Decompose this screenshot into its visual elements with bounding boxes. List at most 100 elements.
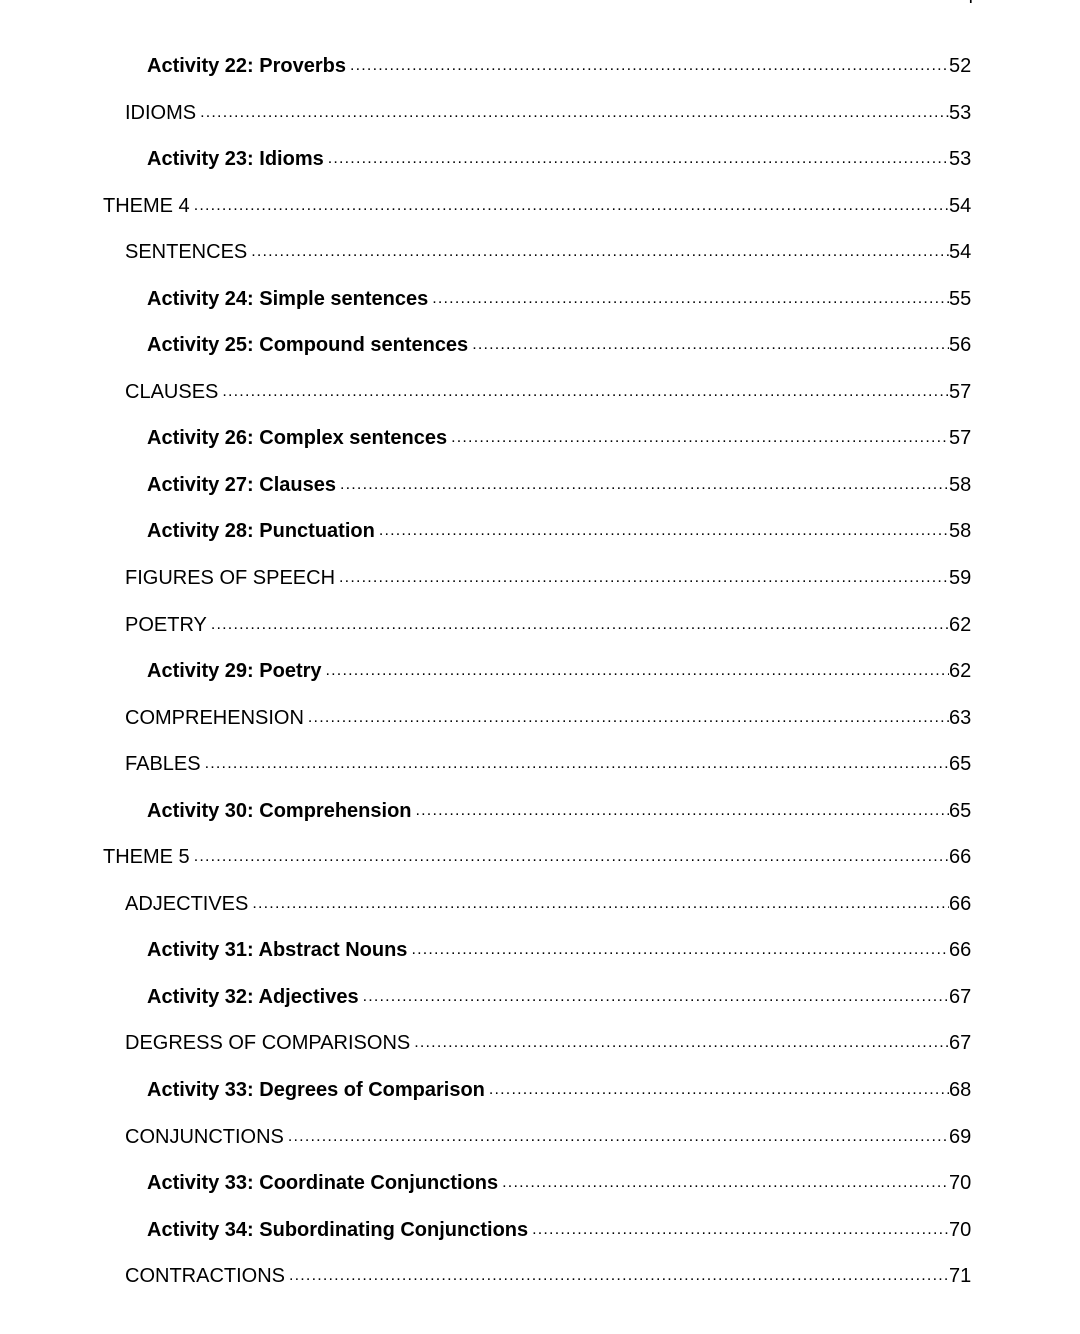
dot-leader: ........................................… <box>532 1220 949 1238</box>
toc-entry[interactable]: CONJUNCTIONS............................… <box>0 1113 975 1161</box>
toc-entry-title: CLAUSES <box>125 368 223 416</box>
dot-leader: ........................................… <box>502 1174 949 1192</box>
toc-entry-title: THEME 4 <box>103 182 194 230</box>
toc-entry[interactable]: Activity 22: Proverbs...................… <box>0 43 975 90</box>
toc-entry-title: CONTRACTIONS <box>125 1253 289 1300</box>
toc-entry-page: 63 <box>949 706 972 729</box>
toc-entry[interactable]: FIGURES OF SPEECH.......................… <box>0 555 975 602</box>
dot-leader: ........................................… <box>415 801 949 819</box>
toc-entry-title: Activity 33: Coordinate Conjunctions <box>147 1160 503 1207</box>
dot-leader: ........................................… <box>200 103 949 121</box>
toc-entry-page: 52 <box>949 55 972 77</box>
toc-entry-title: FABLES <box>125 741 205 788</box>
toc-entry[interactable]: Activity 33: Coordinate Conjunctions....… <box>0 1160 975 1207</box>
dot-leader: ........................................… <box>378 522 949 540</box>
toc-entry[interactable]: Activity 23: Idioms.....................… <box>0 136 975 183</box>
toc-entry[interactable]: FABLES..................................… <box>0 741 975 788</box>
toc-entry[interactable]: THEME 4.................................… <box>0 182 975 230</box>
toc-entry[interactable]: SENTENCES...............................… <box>0 229 975 276</box>
toc-entry-page: 56 <box>949 334 972 357</box>
toc-entry-page: 53 <box>949 148 972 171</box>
dot-leader: ........................................… <box>451 429 949 447</box>
toc-entry-title: Activity 26: Complex sentences <box>147 415 452 462</box>
toc-entry-page: 66 <box>949 846 972 869</box>
toc-entry-title: IDIOMS <box>125 89 201 137</box>
dot-leader: ........................................… <box>289 1267 949 1285</box>
toc-entry[interactable]: Activity 26: Complex sentences..........… <box>0 415 975 462</box>
toc-entry-page: 65 <box>949 753 972 776</box>
toc-entry-title: FIGURES OF SPEECH <box>125 555 340 602</box>
dot-leader: ........................................… <box>204 755 949 773</box>
toc-entry[interactable]: CONTRACTIONS............................… <box>0 1253 975 1300</box>
toc-entry-title: Activity 23: Idioms <box>147 136 328 183</box>
toc-entry-page: 54 <box>949 241 972 264</box>
toc-entry-title: Activity 25: Compound sentences <box>147 322 473 369</box>
toc-entry-title: Activity 22: Proverbs <box>147 43 350 90</box>
toc-entry[interactable]: DEGRESS OF COMPARISONS..................… <box>0 1020 975 1068</box>
toc-entry-title: THEME 5 <box>103 834 194 881</box>
toc-entry-page: 67 <box>949 1032 972 1055</box>
dot-leader: ........................................… <box>414 1034 949 1052</box>
toc-entry-page: 71 <box>949 1265 972 1288</box>
dot-leader: ........................................… <box>327 150 949 168</box>
toc-entry-title: Activity 28: Punctuation <box>147 508 379 556</box>
toc-entry-page: 58 <box>949 520 972 543</box>
dot-leader: ........................................… <box>339 475 949 493</box>
toc-entry[interactable]: Activity 30: Comprehension..............… <box>0 787 975 835</box>
toc-entry[interactable]: Activity 28: Punctuation................… <box>0 508 975 556</box>
toc-entry[interactable]: Activity 24: Simple sentences...........… <box>0 275 975 323</box>
toc-entry[interactable]: COMPREHENSION...........................… <box>0 694 975 742</box>
toc-entry[interactable]: Activity 31: Abstract Nouns.............… <box>0 927 975 974</box>
toc-entry-page: 67 <box>949 985 972 1008</box>
toc-entry[interactable]: ADJECTIVES..............................… <box>0 880 975 928</box>
toc-entry-title: POETRY <box>125 601 211 649</box>
toc-entry[interactable]: Activity 34: Subordinating Conjunctions.… <box>0 1206 975 1254</box>
dot-leader: ........................................… <box>432 289 949 307</box>
toc-entry[interactable]: Activity 25: Compound sentences.........… <box>0 322 975 369</box>
dot-leader: ........................................… <box>287 1127 949 1145</box>
toc-entry-title: Activity 32: Adjectives <box>147 973 363 1021</box>
toc-entry-title: Activity 34: Subordinating Conjunctions <box>147 1206 533 1254</box>
toc-entry-page: 66 <box>949 939 972 962</box>
toc-entry[interactable]: THEME 5.................................… <box>0 834 975 881</box>
toc-entry[interactable]: POETRY..................................… <box>0 601 975 649</box>
toc-entry-page: 70 <box>949 1172 972 1195</box>
dot-leader: ........................................… <box>472 336 949 354</box>
toc-entry-page: 68 <box>949 1079 972 1102</box>
dot-leader: ........................................… <box>210 615 949 633</box>
toc-entry-page: 54 <box>949 194 972 217</box>
toc-entry-page: 69 <box>949 1125 972 1148</box>
toc-entry-page: 58 <box>949 473 972 496</box>
dot-leader: ........................................… <box>349 57 949 74</box>
toc-entry-page: 70 <box>949 1218 972 1241</box>
dot-leader: ........................................… <box>488 1081 949 1099</box>
toc-entry[interactable]: CLAUSES.................................… <box>0 368 975 416</box>
toc-entry-title: COMPREHENSION <box>125 694 308 742</box>
toc-entry-page: 57 <box>949 380 972 403</box>
toc-entry[interactable]: Activity 27: Clauses....................… <box>0 461 975 509</box>
dot-leader: ........................................… <box>362 987 949 1005</box>
dot-leader: ........................................… <box>411 941 949 959</box>
dot-leader: ........................................… <box>251 243 949 261</box>
toc-entry-title: SENTENCES <box>125 229 252 276</box>
toc-entry-title: CONJUNCTIONS <box>125 1113 288 1161</box>
toc-entry-title: DEGRESS OF COMPARISONS <box>125 1020 415 1068</box>
toc-entry[interactable]: Activity 33: Degrees of Comparison......… <box>0 1067 975 1114</box>
toc-entry[interactable]: IDIOMS..................................… <box>0 89 975 137</box>
toc-entry-title: Activity 29: Poetry <box>147 648 326 695</box>
toc-entry-title: Activity 31: Abstract Nouns <box>147 927 412 974</box>
toc-entry-page: 66 <box>949 892 972 915</box>
toc-entry-title: ADJECTIVES <box>125 880 253 928</box>
toc-entry-page: 59 <box>949 567 972 590</box>
dot-leader: ........................................… <box>193 196 949 214</box>
toc-entry-title: Activity 30: Comprehension <box>147 787 416 835</box>
page-number: 4 <box>963 0 974 9</box>
dot-leader: ........................................… <box>325 662 949 680</box>
toc-entry-page: 65 <box>949 799 972 822</box>
toc-entry-page: 55 <box>949 287 972 310</box>
table-of-contents: Activity 22: Proverbs...................… <box>0 43 1080 1300</box>
toc-entry-page: 62 <box>949 613 972 636</box>
toc-entry[interactable]: Activity 32: Adjectives.................… <box>0 973 975 1021</box>
dot-leader: ........................................… <box>307 708 949 726</box>
toc-entry[interactable]: Activity 29: Poetry.....................… <box>0 648 975 695</box>
